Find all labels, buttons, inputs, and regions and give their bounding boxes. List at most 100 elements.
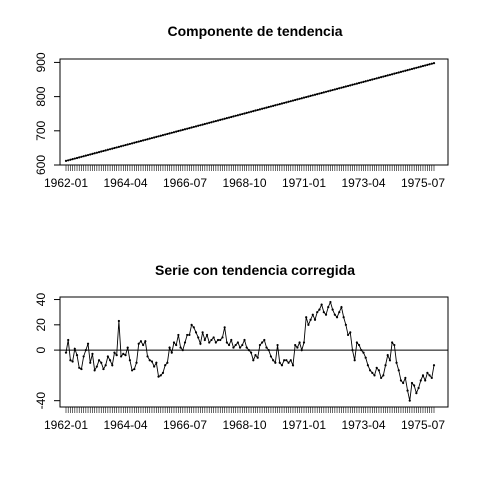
- detrended-point: [313, 318, 317, 321]
- detrended-point: [424, 379, 427, 382]
- panel-detrended-y-axis: -40 0 20 40: [34, 293, 61, 409]
- detrended-point: [225, 341, 228, 344]
- trend-point: [419, 65, 422, 68]
- trend-point: [307, 95, 310, 98]
- detrended-point: [377, 369, 381, 372]
- trend-point: [137, 140, 140, 143]
- x-tick-label: 1968-10: [222, 418, 266, 432]
- trend-point: [69, 158, 72, 161]
- trend-point: [111, 147, 114, 150]
- trend-point: [353, 83, 356, 86]
- detrended-point: [142, 343, 145, 347]
- trend-point: [80, 155, 83, 158]
- trend-point: [320, 91, 323, 95]
- detrended-point: [267, 349, 270, 352]
- detrended-point: [153, 365, 156, 368]
- detrended-point: [194, 331, 198, 334]
- detrended-point: [84, 349, 87, 352]
- trend-point: [283, 101, 286, 105]
- trend-point: [86, 153, 90, 157]
- detrended-point: [362, 351, 365, 354]
- trend-point: [102, 149, 105, 153]
- detrended-point: [164, 364, 167, 367]
- trend-point: [214, 119, 217, 123]
- trend-point: [324, 90, 328, 93]
- trend-point: [93, 152, 96, 155]
- detrended-point: [133, 367, 136, 371]
- trend-point: [212, 120, 215, 123]
- trend-point: [166, 132, 169, 136]
- detrended-point: [124, 354, 127, 357]
- detrended-point: [331, 308, 334, 311]
- detrended-point: [137, 342, 140, 345]
- trend-point: [150, 136, 154, 140]
- detrended-point: [214, 341, 217, 344]
- x-tick-label: 1971-01: [282, 176, 326, 190]
- trend-point: [263, 107, 266, 110]
- trend-point: [296, 98, 299, 101]
- trend-point: [294, 98, 297, 102]
- trend-point: [245, 111, 248, 114]
- detrended-point: [102, 367, 105, 371]
- trend-point: [258, 108, 262, 111]
- detrended-point: [212, 336, 215, 339]
- detrended-point: [67, 338, 70, 342]
- panel-trend-x-axis: 1962-01 1964-04 1966-07 1968-10 1971-01 1973-…: [44, 165, 445, 190]
- trend-point: [73, 157, 76, 160]
- detrended-point: [238, 346, 242, 349]
- trend-point: [333, 88, 336, 91]
- y-tick-label: 900: [34, 52, 48, 72]
- x-tick-label: 1971-01: [282, 418, 326, 432]
- x-tick-label: 1964-04: [103, 176, 147, 190]
- detrended-point: [197, 336, 200, 339]
- trend-point: [124, 143, 127, 147]
- trend-point: [276, 103, 279, 106]
- trend-point: [119, 145, 123, 148]
- detrended-point: [106, 355, 109, 358]
- trend-point: [280, 102, 284, 105]
- trend-point: [404, 69, 407, 72]
- detrended-point: [170, 351, 173, 354]
- detrended-point: [179, 346, 182, 349]
- trend-point: [309, 94, 312, 97]
- trend-point: [380, 76, 383, 79]
- trend-point: [331, 88, 334, 92]
- trend-point: [84, 154, 87, 157]
- trend-point: [375, 77, 378, 80]
- trend-point: [216, 119, 220, 122]
- detrended-point: [86, 342, 90, 345]
- trend-point: [238, 113, 242, 116]
- detrended-point: [168, 346, 171, 349]
- panel-trend-series: [64, 62, 436, 162]
- trend-point: [142, 139, 145, 142]
- x-tick-label: 1966-07: [163, 176, 207, 190]
- detrended-point: [320, 303, 323, 306]
- trend-point: [170, 131, 173, 134]
- detrended-point: [78, 366, 81, 369]
- trend-point: [391, 73, 394, 76]
- trend-point: [100, 150, 103, 153]
- detrended-point: [115, 354, 118, 357]
- detrended-point: [166, 361, 169, 364]
- detrended-point: [309, 318, 312, 321]
- detrended-point: [384, 364, 387, 367]
- detrended-point: [256, 356, 259, 359]
- trend-point: [221, 118, 224, 121]
- detrended-point: [428, 374, 431, 377]
- trend-point: [201, 123, 204, 126]
- trend-point: [272, 104, 275, 107]
- trend-point: [172, 131, 176, 134]
- detrended-point: [351, 349, 354, 352]
- trend-point: [298, 97, 301, 100]
- detrended-point: [93, 369, 96, 372]
- trend-point: [157, 135, 160, 138]
- detrended-point: [117, 319, 120, 323]
- trend-point: [64, 159, 68, 162]
- trend-point: [164, 133, 167, 136]
- trend-point: [250, 110, 253, 113]
- trend-point: [269, 105, 273, 108]
- trend-point: [421, 64, 425, 68]
- detrended-point: [216, 338, 220, 342]
- x-tick-label: 1966-07: [163, 418, 207, 432]
- detrended-point: [360, 349, 363, 352]
